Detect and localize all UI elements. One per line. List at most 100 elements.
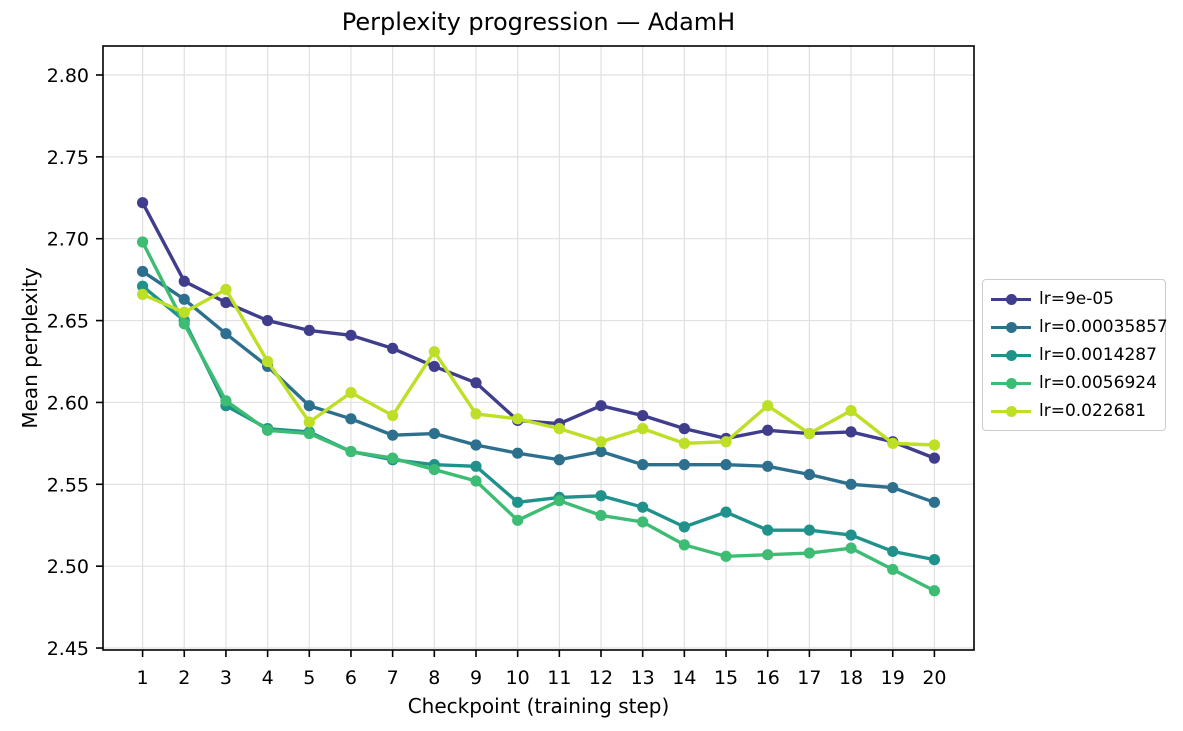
data-point [928, 452, 941, 464]
data-point [345, 329, 357, 341]
axes-background [103, 46, 974, 650]
data-point [512, 496, 524, 508]
legend: lr=9e-05 lr=0.00035857 lr=0.0014287 lr=0.00… [982, 279, 1168, 431]
data-point [345, 413, 357, 425]
data-point [387, 429, 399, 441]
data-point [678, 423, 690, 435]
svg-text:2.80: 2.80 [47, 65, 89, 87]
legend-label: lr=0.0014287 [1039, 345, 1157, 365]
tick-labels: 1 2 3 4 5 6 7 8 9 10 11 12 13 14 15 16 17 18 19 202.452.502… [47, 65, 947, 689]
data-point [470, 377, 482, 389]
data-point [678, 521, 690, 533]
svg-text:2.70: 2.70 [47, 229, 89, 251]
data-point [387, 409, 399, 422]
data-point [720, 459, 732, 471]
data-point [428, 346, 440, 358]
data-point [887, 481, 899, 494]
data-point [428, 427, 440, 440]
svg-text:5: 5 [303, 667, 315, 689]
series-lr=0.0056924 [136, 236, 941, 597]
data-point [428, 360, 440, 373]
axes-spines [102, 45, 975, 651]
svg-text:13: 13 [631, 667, 655, 689]
data-point [303, 427, 315, 440]
data-point [262, 314, 274, 327]
data-point [136, 265, 149, 278]
svg-text:14: 14 [672, 667, 696, 689]
legend-label: lr=9e-05 [1039, 289, 1114, 309]
data-point [178, 293, 190, 305]
data-point [345, 387, 357, 399]
data-point [678, 459, 690, 471]
data-point [220, 395, 232, 407]
data-point [887, 545, 899, 558]
legend-item: lr=0.022681 [991, 399, 1157, 423]
legend-line-marker-icon [991, 349, 1031, 361]
data-point [470, 475, 482, 487]
data-point [928, 439, 941, 451]
data-point [762, 549, 774, 561]
data-point [637, 516, 649, 528]
legend-line-marker-icon [991, 293, 1031, 305]
data-point [220, 328, 232, 340]
data-point [762, 524, 774, 536]
data-point [678, 437, 690, 449]
svg-text:2.55: 2.55 [47, 474, 89, 496]
y-axis-label: Mean perplexity [18, 267, 42, 429]
data-point [303, 324, 315, 336]
svg-text:20: 20 [922, 667, 946, 689]
data-point [845, 405, 857, 417]
data-point [595, 509, 607, 522]
data-point [220, 283, 232, 296]
data-point [720, 506, 732, 518]
data-point [928, 496, 941, 508]
svg-text:19: 19 [881, 667, 905, 689]
svg-text:17: 17 [797, 667, 821, 689]
svg-text:2.60: 2.60 [47, 392, 89, 414]
legend-label: lr=0.022681 [1039, 401, 1147, 421]
data-point [178, 318, 190, 330]
data-point [637, 423, 649, 435]
svg-text:18: 18 [839, 667, 863, 689]
data-point [637, 501, 649, 513]
data-point [512, 514, 524, 526]
data-point [595, 490, 607, 502]
data-point [762, 460, 774, 472]
data-point [595, 445, 607, 458]
svg-text:2.65: 2.65 [47, 311, 89, 333]
data-point [637, 409, 649, 422]
data-point [136, 288, 149, 300]
data-point [845, 478, 857, 490]
data-point [553, 454, 565, 466]
data-point [303, 416, 315, 428]
legend-label: lr=0.0056924 [1039, 373, 1157, 393]
data-point [387, 452, 399, 464]
tick-marks [96, 74, 936, 657]
data-point [845, 426, 857, 438]
data-point [470, 460, 482, 472]
svg-text:11: 11 [547, 667, 571, 689]
svg-text:9: 9 [470, 667, 482, 689]
data-point [220, 296, 232, 309]
legend-item: lr=9e-05 [991, 287, 1157, 311]
gridlines [103, 46, 974, 650]
series-lr=0.0014287 [136, 280, 941, 566]
data-point [428, 463, 440, 476]
svg-text:8: 8 [428, 667, 440, 689]
data-point [136, 280, 149, 292]
legend-label: lr=0.00035857 [1039, 317, 1168, 337]
data-point [470, 408, 482, 420]
legend-item: lr=0.0056924 [991, 371, 1157, 395]
svg-text:6: 6 [345, 667, 357, 689]
legend-item: lr=0.0014287 [991, 343, 1157, 367]
data-point [720, 436, 732, 448]
x-axis-label: Checkpoint (training step) [407, 694, 670, 718]
data-point [595, 400, 607, 412]
data-point [803, 524, 815, 536]
data-point [928, 585, 941, 597]
svg-text:10: 10 [506, 667, 530, 689]
data-point [136, 236, 149, 248]
legend-line-marker-icon [991, 321, 1031, 333]
data-point [720, 550, 732, 562]
legend-line-marker-icon [991, 377, 1031, 389]
